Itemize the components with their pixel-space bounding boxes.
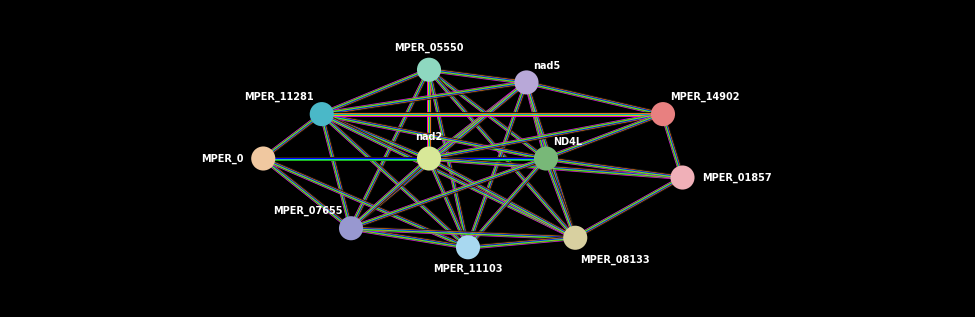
Circle shape [534,146,558,171]
Text: nad2: nad2 [415,132,443,142]
Circle shape [417,146,441,171]
Text: MPER_0: MPER_0 [201,153,244,164]
Circle shape [417,58,441,82]
Text: MPER_01857: MPER_01857 [702,172,772,183]
Circle shape [252,146,275,171]
Circle shape [564,226,587,250]
Circle shape [310,102,333,126]
Circle shape [651,102,675,126]
Text: MPER_05550: MPER_05550 [394,43,464,53]
Circle shape [339,216,363,240]
Text: MPER_11281: MPER_11281 [244,92,313,102]
Circle shape [515,70,538,94]
Text: MPER_08133: MPER_08133 [580,255,650,265]
Text: ND4L: ND4L [553,137,582,147]
Text: MPER_07655: MPER_07655 [273,206,342,217]
Circle shape [671,165,694,190]
Text: nad5: nad5 [533,61,561,71]
Circle shape [456,235,480,259]
Text: MPER_11103: MPER_11103 [433,264,503,274]
Text: MPER_14902: MPER_14902 [670,92,739,102]
